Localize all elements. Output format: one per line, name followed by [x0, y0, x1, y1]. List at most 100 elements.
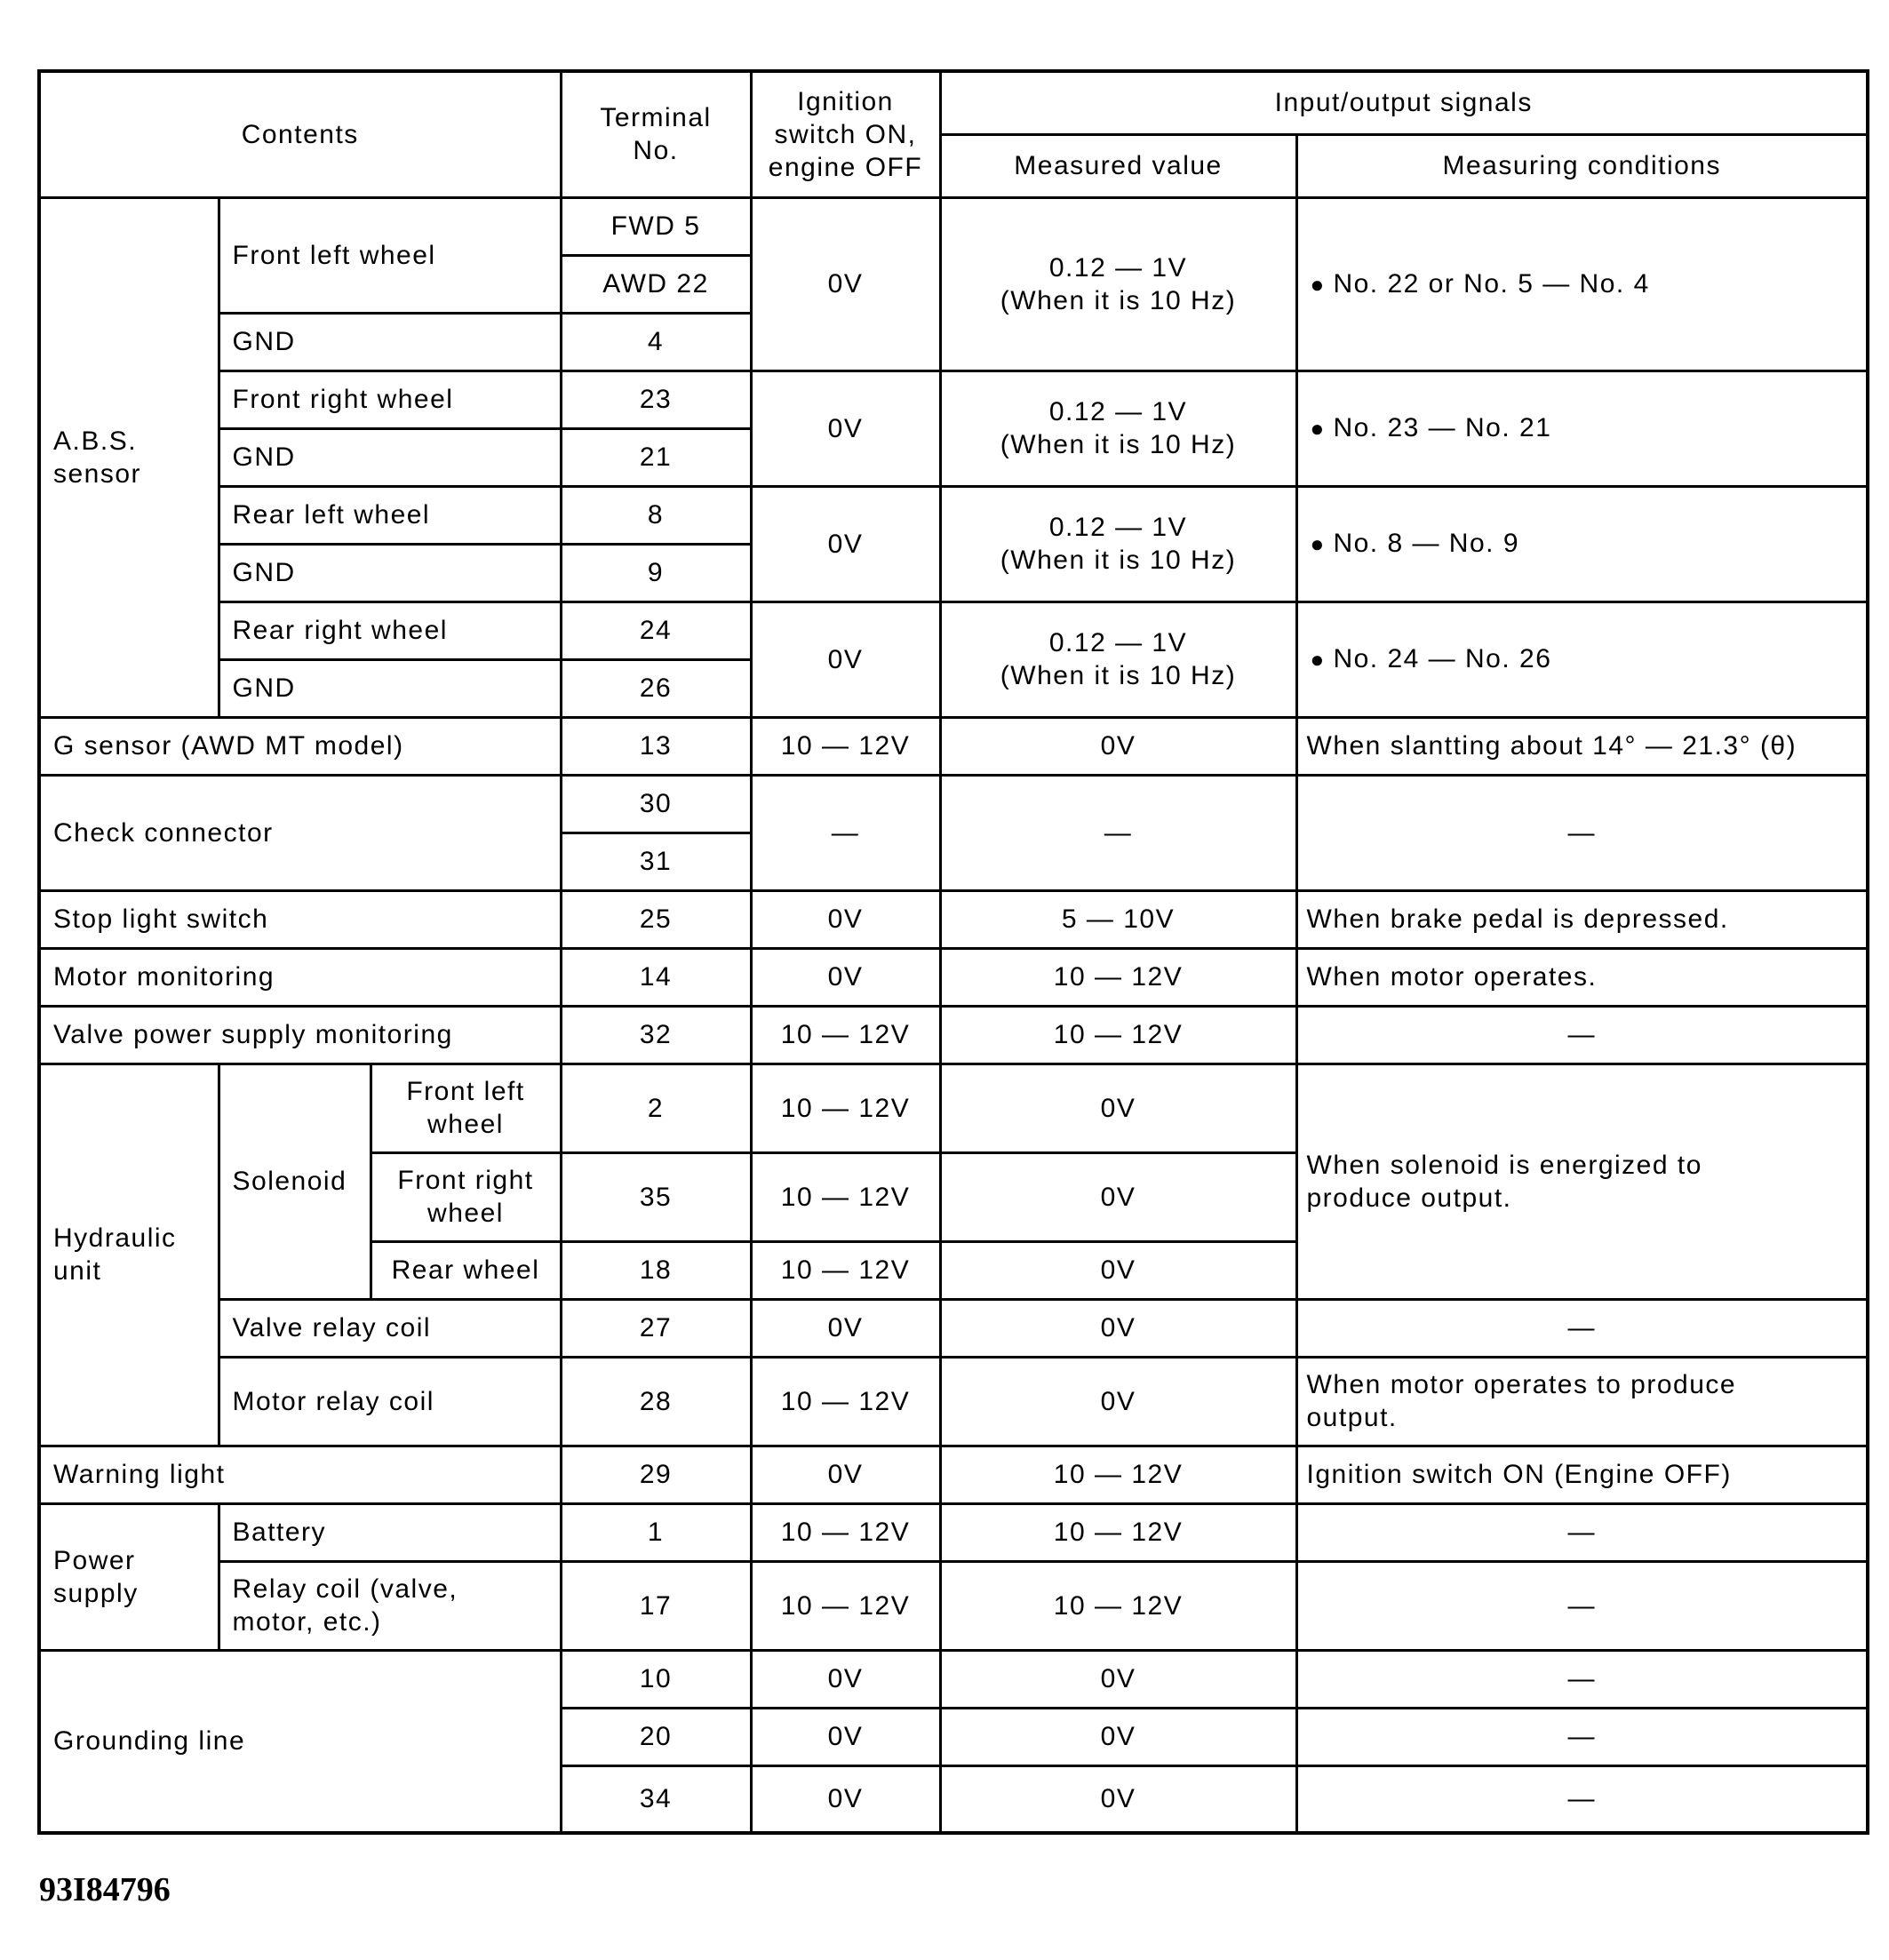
terminal-cell: 34 [559, 1764, 753, 1835]
ignition-cell: 10 — 12V [749, 1502, 942, 1563]
condition-cell: — [1295, 1004, 1869, 1065]
condition-cell: Ignition switch ON (Engine OFF) [1295, 1444, 1869, 1505]
condition-cell: When slantting about 14° — 21.3° (θ) [1295, 715, 1869, 777]
gnd-label: GND [217, 426, 562, 488]
terminal-cell: 8 [559, 484, 753, 546]
header-io-signals: Input/output signals [938, 69, 1869, 136]
header-ignition: Ignition switch ON, engine OFF [749, 69, 942, 199]
terminal-cell: 18 [559, 1239, 753, 1301]
abs-sensor-label: A.B.S. sensor [37, 195, 220, 719]
terminal-cell: 20 [559, 1706, 753, 1767]
terminal-cell: FWD 5 [559, 195, 753, 257]
condition-cell: — [1295, 1706, 1869, 1767]
figure-id: 93I84796 [39, 1871, 171, 1908]
measured-cell: 10 — 12V [938, 1004, 1298, 1065]
measured-cell: — [938, 773, 1298, 892]
terminal-cell: 28 [559, 1355, 753, 1447]
terminal-cell: 14 [559, 946, 753, 1008]
ignition-cell: 0V [749, 1764, 942, 1835]
ignition-cell: 0V [749, 1648, 942, 1709]
terminal-cell: 17 [559, 1559, 753, 1652]
battery-label: Battery [217, 1502, 562, 1563]
condition-cell: No. 22 or No. 5 — No. 4 [1295, 195, 1869, 372]
header-terminal: Terminal No. [559, 69, 753, 199]
measured-cell: 0V [938, 1648, 1298, 1709]
measured-cell: 0V [938, 1151, 1298, 1243]
condition-cell: When motor operates to produce output. [1295, 1355, 1869, 1447]
gnd-label: GND [217, 311, 562, 372]
terminal-cell: 10 [559, 1648, 753, 1709]
terminal-cell: 25 [559, 888, 753, 950]
warning-light-label: Warning light [37, 1444, 562, 1505]
ignition-cell: 10 — 12V [749, 1239, 942, 1301]
solenoid-front-left-label: Front left wheel [369, 1062, 562, 1154]
terminal-cell: 26 [559, 657, 753, 719]
terminal-cell: 31 [559, 831, 753, 892]
solenoid-label: Solenoid [217, 1062, 372, 1301]
terminal-cell: 24 [559, 600, 753, 661]
ignition-cell: 0V [749, 195, 942, 372]
measured-cell: 0V [938, 1239, 1298, 1301]
condition-cell: When motor operates. [1295, 946, 1869, 1008]
rear-right-wheel-label: Rear right wheel [217, 600, 562, 661]
condition-cell: — [1295, 1764, 1869, 1835]
grounding-line-label: Grounding line [37, 1648, 562, 1835]
terminal-cell: 35 [559, 1151, 753, 1243]
hydraulic-unit-label: Hydraulic unit [37, 1062, 220, 1447]
measured-cell: 0V [938, 1062, 1298, 1154]
power-supply-label: Power supply [37, 1502, 220, 1652]
terminal-cell: 27 [559, 1297, 753, 1358]
ignition-cell: 10 — 12V [749, 715, 942, 777]
ignition-cell: 0V [749, 888, 942, 950]
solenoid-front-right-label: Front right wheel [369, 1151, 562, 1243]
terminal-cell: 23 [559, 369, 753, 430]
measured-cell: 0V [938, 1355, 1298, 1447]
ignition-cell: 10 — 12V [749, 1151, 942, 1243]
measured-cell: 0.12 — 1V (When it is 10 Hz) [938, 600, 1298, 719]
gnd-label: GND [217, 542, 562, 603]
measured-cell: 10 — 12V [938, 946, 1298, 1008]
gnd-label: GND [217, 657, 562, 719]
valve-relay-coil-label: Valve relay coil [217, 1297, 562, 1358]
ignition-cell: — [749, 773, 942, 892]
header-measured: Measured value [938, 132, 1298, 199]
terminal-cell: 4 [559, 311, 753, 372]
measured-cell: 5 — 10V [938, 888, 1298, 950]
measured-cell: 10 — 12V [938, 1559, 1298, 1652]
measured-cell: 0V [938, 1764, 1298, 1835]
condition-cell: — [1295, 1559, 1869, 1652]
condition-cell: When solenoid is energized to produce ou… [1295, 1062, 1869, 1301]
terminal-cell: 30 [559, 773, 753, 834]
condition-cell: No. 23 — No. 21 [1295, 369, 1869, 488]
ignition-cell: 0V [749, 600, 942, 719]
measured-cell: 0V [938, 1706, 1298, 1767]
measured-cell: 0.12 — 1V (When it is 10 Hz) [938, 369, 1298, 488]
measured-cell: 0.12 — 1V (When it is 10 Hz) [938, 195, 1298, 372]
measured-cell: 0V [938, 1297, 1298, 1358]
terminal-cell: 29 [559, 1444, 753, 1505]
condition-cell: — [1295, 1502, 1869, 1563]
ignition-cell: 0V [749, 946, 942, 1008]
stop-light-switch-label: Stop light switch [37, 888, 562, 950]
condition-cell: — [1295, 1648, 1869, 1709]
motor-relay-coil-label: Motor relay coil [217, 1355, 562, 1447]
ignition-cell: 10 — 12V [749, 1355, 942, 1447]
ignition-cell: 0V [749, 369, 942, 488]
relay-coil-label: Relay coil (valve, motor, etc.) [217, 1559, 562, 1652]
terminal-cell: 1 [559, 1502, 753, 1563]
g-sensor-label: G sensor (AWD MT model) [37, 715, 562, 777]
terminal-cell: 32 [559, 1004, 753, 1065]
condition-cell: No. 24 — No. 26 [1295, 600, 1869, 719]
condition-cell: No. 8 — No. 9 [1295, 484, 1869, 603]
ignition-cell: 0V [749, 484, 942, 603]
terminal-cell: AWD 22 [559, 253, 753, 315]
rear-left-wheel-label: Rear left wheel [217, 484, 562, 546]
terminal-cell: 13 [559, 715, 753, 777]
terminal-spec-table: Contents Terminal No. Ignition switch ON… [37, 69, 1869, 1835]
measured-cell: 10 — 12V [938, 1502, 1298, 1563]
terminal-cell: 9 [559, 542, 753, 603]
header-conditions: Measuring conditions [1295, 132, 1869, 199]
ignition-cell: 10 — 12V [749, 1559, 942, 1652]
check-connector-label: Check connector [37, 773, 562, 892]
ignition-cell: 10 — 12V [749, 1062, 942, 1154]
